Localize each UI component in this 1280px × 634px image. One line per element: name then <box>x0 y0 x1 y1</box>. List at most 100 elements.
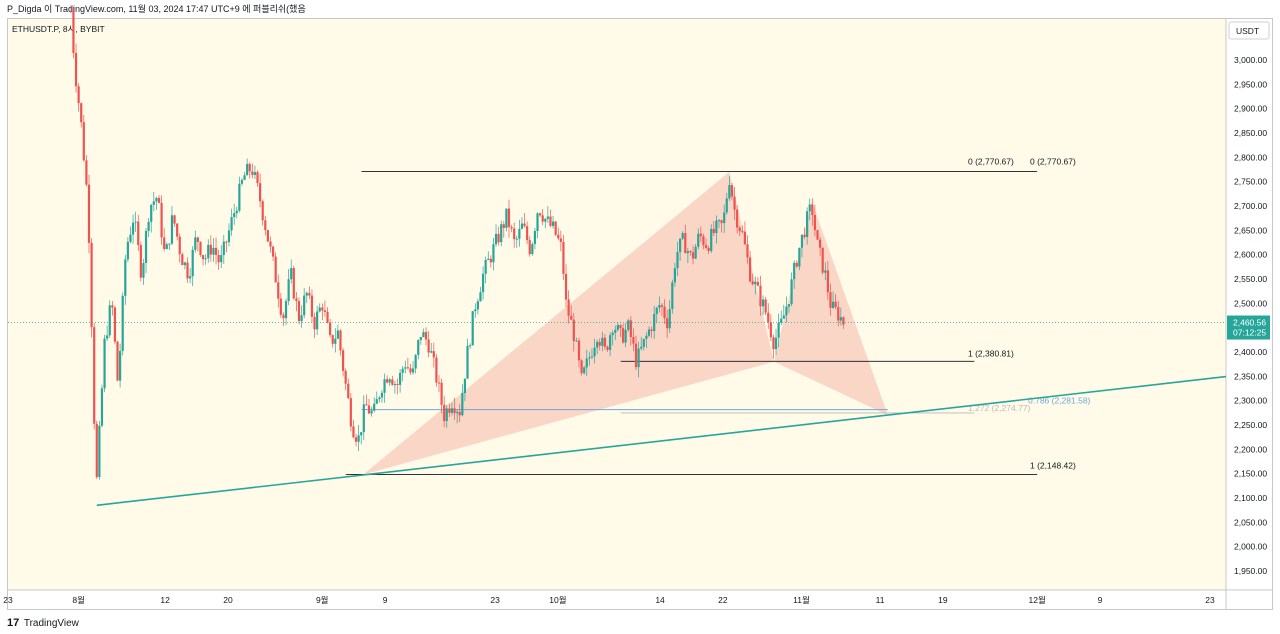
candle-body <box>305 292 308 296</box>
candle-body <box>201 255 205 260</box>
candle-body <box>453 408 456 414</box>
candle-body <box>246 164 249 176</box>
candle-body <box>150 204 153 222</box>
candle-body <box>681 233 684 239</box>
candle-body <box>507 208 511 228</box>
candle-body <box>608 335 612 350</box>
candle-body <box>341 350 345 371</box>
candle-body <box>277 282 280 299</box>
candle-body <box>124 259 127 296</box>
candle-body <box>456 411 459 414</box>
candle-body <box>129 234 132 242</box>
candle-body <box>790 279 793 305</box>
candle-body <box>248 164 251 172</box>
candle-body <box>445 408 448 422</box>
currency-box[interactable] <box>1228 21 1270 40</box>
candle-body <box>528 240 531 255</box>
candle-body <box>352 426 355 438</box>
candle-body <box>479 292 482 302</box>
candle-body <box>723 212 726 224</box>
candles <box>69 5 845 480</box>
candle-body <box>557 234 560 239</box>
candle-body <box>222 241 225 255</box>
candle-body <box>795 262 798 267</box>
candle-body <box>671 282 674 309</box>
time-tick-label: 22 <box>718 595 728 605</box>
candle-body <box>134 221 137 223</box>
trendline[interactable] <box>96 375 1227 507</box>
ascending-trendline[interactable] <box>96 375 1227 507</box>
candle-body <box>484 259 487 274</box>
candle-body <box>98 425 101 478</box>
candle-body <box>227 230 231 243</box>
candle-body <box>173 215 176 224</box>
candle-body <box>549 216 552 226</box>
candle-body <box>533 230 537 245</box>
candle-body <box>225 241 228 243</box>
currency-label: USDT <box>1236 26 1259 36</box>
candle-body <box>627 320 630 330</box>
candle-body <box>616 325 619 330</box>
price-tick-label: 2,150.00 <box>1234 469 1267 479</box>
candle-body <box>284 300 288 319</box>
price-chart[interactable]: USDT ETHUSDT.P, 8시, BYBIT 0 (2,770.67) 0 … <box>0 0 1280 612</box>
candle-body <box>798 247 801 267</box>
price-tick-label: 2,400.00 <box>1234 347 1267 357</box>
candle-body <box>406 367 409 369</box>
candle-body <box>396 384 399 386</box>
candle-body <box>559 238 562 242</box>
time-tick-label: 12월 <box>1029 595 1046 605</box>
candle-body <box>741 231 744 233</box>
candle-body <box>570 315 573 320</box>
candle-body <box>95 423 98 478</box>
candle-body <box>113 307 117 342</box>
candle-body <box>144 230 148 264</box>
candle-body <box>546 216 549 219</box>
candle-body <box>90 242 93 328</box>
candle-body <box>593 347 596 357</box>
publish-bar: P_Digda 이 TradingView.com, 11월 03, 2024 … <box>0 0 1280 18</box>
candle-body <box>691 252 695 259</box>
candle-body <box>461 393 464 416</box>
price-tick-label: 2,050.00 <box>1234 517 1267 527</box>
candle-body <box>373 403 376 411</box>
candle-body <box>354 437 358 442</box>
candle-body <box>160 202 163 238</box>
fib-upper-label-left: 0 (2,770.67) <box>968 157 1014 167</box>
candle-body <box>813 215 817 231</box>
candle-body <box>500 224 503 243</box>
price-tick-label: 2,000.00 <box>1234 542 1267 552</box>
tradingview-logo[interactable]: 17 TradingView <box>7 616 79 631</box>
candle-body <box>494 233 498 245</box>
price-axis[interactable]: 3,000.00 2,950.00 2,900.00 2,850.00 2,800.00… <box>1234 55 1267 576</box>
candle-body <box>282 314 285 319</box>
candle-body <box>308 292 311 296</box>
candle-body <box>334 338 337 344</box>
fib-levels[interactable]: 0 (2,770.67) 0 (2,770.67) 1 (2,380.81) 1 (2… <box>345 157 1091 475</box>
candle-body <box>295 298 298 302</box>
tradingview-brand: TradingView <box>23 618 79 629</box>
candle-body <box>793 262 796 280</box>
candle-body <box>811 204 814 216</box>
candle-body <box>290 268 293 280</box>
candle-body <box>539 213 542 216</box>
candle-body <box>386 379 389 383</box>
fib-left-low-label: 1 (2,148.42) <box>1030 460 1076 470</box>
candle-body <box>121 295 124 351</box>
candle-body <box>303 295 306 316</box>
candle-body <box>424 332 428 340</box>
candle-body <box>518 228 521 239</box>
candle-body <box>323 310 327 312</box>
candle-body <box>344 370 347 384</box>
candle-body <box>826 270 829 293</box>
candle-body <box>214 247 218 256</box>
time-tick-label: 10월 <box>549 595 566 605</box>
candle-body <box>787 304 791 307</box>
candle-body <box>567 299 570 316</box>
candle-body <box>694 246 697 259</box>
candle-body <box>440 382 443 405</box>
time-axis[interactable]: 23 8월 12 20 9월 9 23 10월 14 22 11월 11 19 12월 9 23 <box>3 595 1215 605</box>
candle-body <box>717 220 721 222</box>
candle-body <box>209 244 212 255</box>
candle-body <box>583 367 586 374</box>
